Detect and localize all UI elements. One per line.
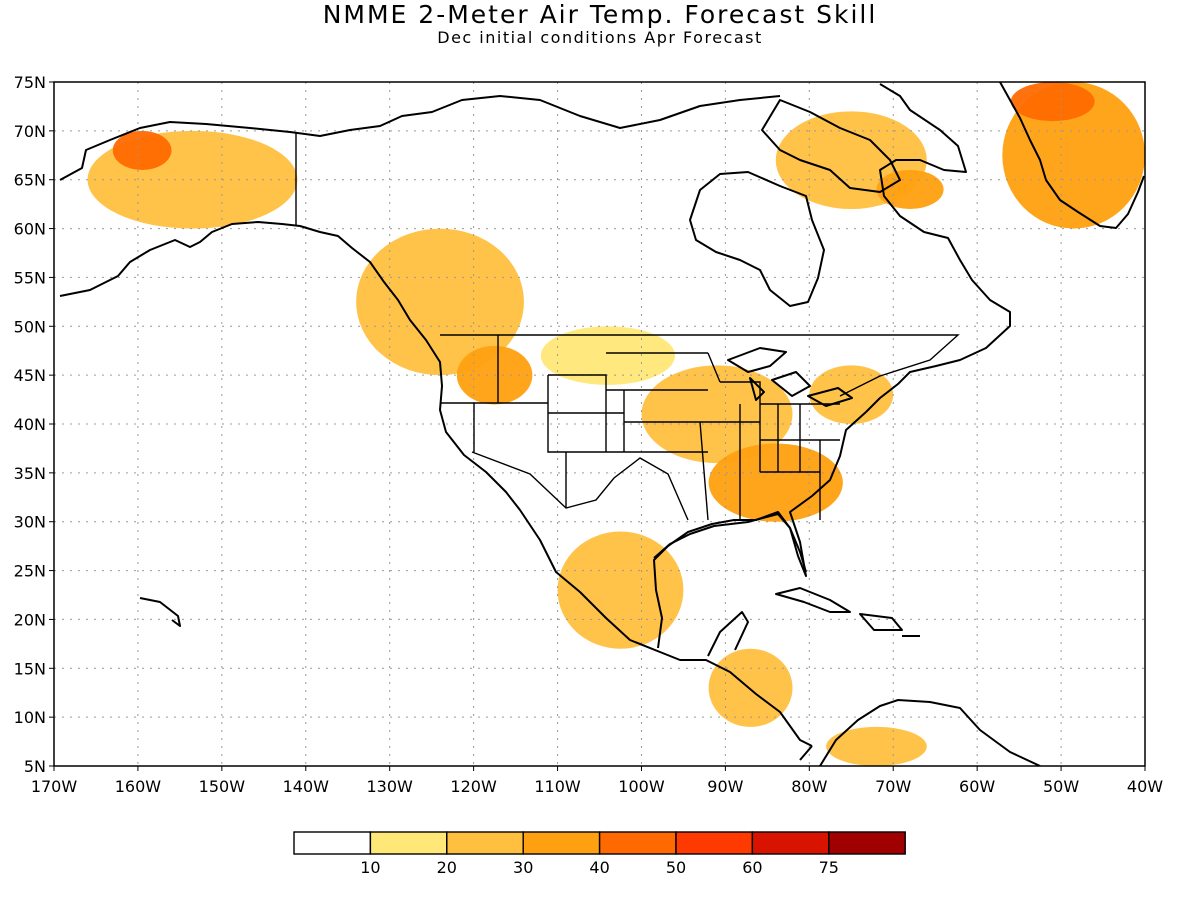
longitude-labels: 170W 160W 150W 140W 130W 120W 110W 100W 90W 80W 70…	[31, 766, 1163, 796]
lat-label: 70N	[14, 122, 46, 141]
lon-label: 120W	[450, 777, 497, 796]
lat-label: 5N	[24, 757, 46, 776]
lat-label: 50N	[14, 317, 46, 336]
skill-region-12	[876, 169, 944, 210]
skill-region-1	[112, 130, 172, 170]
lat-label: 40N	[14, 415, 46, 434]
caribbean-islands	[139, 587, 920, 637]
color-bar-swatch	[369, 831, 448, 855]
north-america-coastline	[59, 83, 1011, 761]
lon-label: 80W	[791, 777, 827, 796]
us-state-lines	[440, 335, 840, 521]
skill-region-8	[557, 531, 684, 649]
lat-label: 15N	[14, 659, 46, 678]
us-mexico-border	[471, 451, 689, 521]
color-bar-tick-label: 50	[666, 858, 686, 877]
skill-region-14	[1010, 82, 1095, 122]
lon-label: 100W	[618, 777, 665, 796]
south-america-coastline	[819, 699, 1041, 766]
lon-label: 90W	[707, 777, 743, 796]
lat-label: 25N	[14, 562, 46, 581]
skill-region-9	[708, 648, 793, 727]
arctic-coastline	[59, 95, 781, 181]
lon-label: 170W	[31, 777, 78, 796]
map-subtitle: Dec initial conditions Apr Forecast	[437, 28, 763, 47]
color-bar-swatch	[446, 831, 524, 855]
color-bar: 10 20 30 40 50 60 75	[293, 831, 906, 877]
gulf-coastline	[653, 513, 807, 573]
map-title: NMME 2-Meter Air Temp. Forecast Skill	[322, 0, 878, 29]
lon-label: 60W	[959, 777, 995, 796]
color-bar-tick-label: 10	[360, 858, 380, 877]
color-bar-swatch	[675, 831, 754, 855]
lat-label: 10N	[14, 708, 46, 727]
lat-label: 55N	[14, 268, 46, 287]
lat-label: 75N	[14, 73, 46, 92]
latitude-labels: 5N 10N 15N 20N 25N 30N 35N 40N 45N 50N 55N 60N 65N 70…	[14, 73, 54, 776]
color-bar-swatch	[522, 831, 601, 855]
lat-label: 30N	[14, 513, 46, 532]
great-lakes	[727, 347, 853, 407]
lat-label: 45N	[14, 366, 46, 385]
skill-region-7	[809, 365, 894, 424]
coastline-outlines	[59, 82, 1145, 766]
lon-label: 40W	[1127, 777, 1163, 796]
skill-region-6	[708, 443, 843, 522]
lon-label: 50W	[1043, 777, 1079, 796]
lat-label: 35N	[14, 464, 46, 483]
political-boundaries	[295, 133, 960, 521]
color-bar-swatch	[828, 831, 906, 855]
color-bar-swatch	[751, 831, 830, 855]
color-bar-tick-label: 40	[589, 858, 609, 877]
color-bar-tick-label: 30	[513, 858, 533, 877]
baffin-island-coastline	[761, 99, 901, 193]
hudson-bay-coastline	[689, 171, 825, 307]
greenland-coastline	[999, 82, 1145, 229]
color-bar-swatch	[293, 831, 372, 855]
skill-region-2	[356, 228, 524, 376]
color-bar-swatch	[598, 831, 677, 855]
color-bar-tick-label: 20	[437, 858, 457, 877]
color-bar-tick-label: 75	[819, 858, 839, 877]
lat-label: 60N	[14, 220, 46, 239]
color-bar-tick-label: 60	[742, 858, 762, 877]
skill-region-10	[826, 726, 927, 766]
lon-label: 160W	[115, 777, 162, 796]
lat-label: 20N	[14, 610, 46, 629]
lon-label: 150W	[199, 777, 246, 796]
lat-label: 65N	[14, 171, 46, 190]
lon-label: 70W	[875, 777, 911, 796]
lon-label: 140W	[283, 777, 330, 796]
lon-label: 110W	[534, 777, 581, 796]
lon-label: 130W	[367, 777, 414, 796]
us-canada-border	[440, 334, 960, 397]
